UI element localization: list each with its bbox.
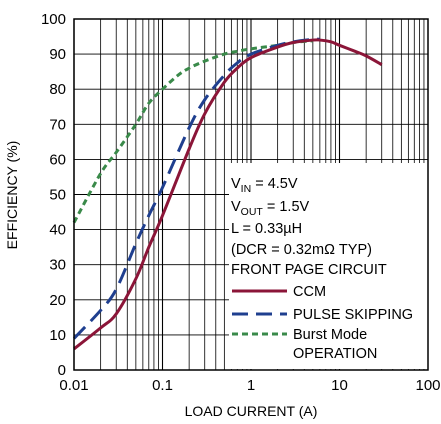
x-tick-label: 0.01 <box>59 377 88 394</box>
dcr-condition: (DCR = 0.32mΩ TYP) <box>231 242 372 258</box>
x-tick-labels: 0.01 0.1 1 10 100 <box>59 377 440 394</box>
series-line-burst-mode <box>72 39 313 224</box>
y-tick-label: 20 <box>49 292 66 309</box>
series-layer <box>72 37 383 351</box>
legend-label-burst-mode: Burst Mode <box>293 327 367 343</box>
y-tick-label: 10 <box>49 327 66 344</box>
x-axis-label: LOAD CURRENT (A) <box>185 403 318 419</box>
x-tick-label: 10 <box>331 377 348 394</box>
y-tick-label: 60 <box>49 151 66 168</box>
y-axis-label: EFFICIENCY (%) <box>4 141 20 250</box>
legend-label-pulse-skipping: PULSE SKIPPING <box>293 307 413 323</box>
legend: CCM PULSE SKIPPING Burst Mode OPERATION <box>232 284 413 362</box>
y-tick-label: 30 <box>49 257 66 274</box>
y-tick-label: 50 <box>49 187 66 204</box>
x-tick-label: 0.1 <box>152 377 173 394</box>
plot-frame <box>73 18 429 371</box>
circuit-condition: FRONT PAGE CIRCUIT <box>231 262 387 278</box>
y-tick-labels: 0 10 20 30 40 50 60 70 80 90 100 <box>41 11 66 379</box>
y-tick-label: 80 <box>49 81 66 98</box>
series-line-ccm <box>73 38 383 351</box>
inductor-condition: L = 0.33µH <box>231 221 302 237</box>
series-line-pulse-skipping <box>72 37 320 340</box>
y-tick-label: 90 <box>49 46 66 63</box>
y-tick-label: 40 <box>49 222 66 239</box>
vout-condition: VOUT = 1.5V <box>231 199 310 218</box>
operating-conditions: VIN = 4.5V VOUT = 1.5V L = 0.33µH (DCR =… <box>231 176 387 278</box>
vin-condition: VIN = 4.5V <box>231 176 298 195</box>
legend-label-burst-mode-line2: OPERATION <box>293 346 377 362</box>
legend-label-ccm: CCM <box>293 284 326 300</box>
y-tick-label: 100 <box>41 11 66 28</box>
y-tick-label: 0 <box>58 362 66 379</box>
y-tick-label: 70 <box>49 116 66 133</box>
x-tick-label: 1 <box>247 377 255 394</box>
x-tick-label: 100 <box>415 377 440 394</box>
